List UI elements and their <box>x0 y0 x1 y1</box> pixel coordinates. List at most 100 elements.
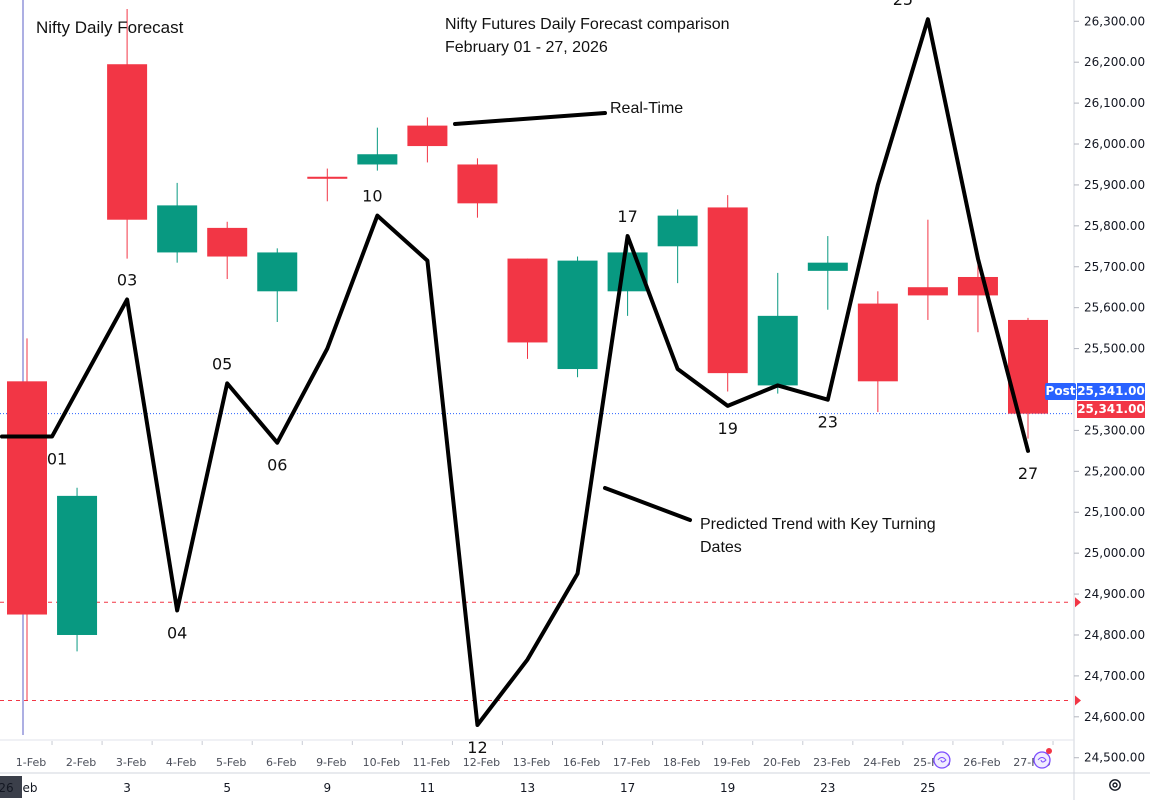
y-tick-label: 25,600.00 <box>1084 301 1145 315</box>
candle-body <box>907 287 948 296</box>
candle-body <box>757 315 798 386</box>
turning-point-labels: 01 03 04 05 06 10 12 17 19 23 25 27 <box>47 0 1038 757</box>
reference-lines <box>0 413 1081 706</box>
y-tick-label: 25,800.00 <box>1084 219 1145 233</box>
y-tick-label: 26,300.00 <box>1084 14 1145 28</box>
x-tick-label: 1-Feb <box>16 756 46 769</box>
turning-label-03: 03 <box>117 270 137 289</box>
turning-label-25: 25 <box>893 0 913 9</box>
y-tick-label: 25,000.00 <box>1084 546 1145 560</box>
bottom-axis-label: 26 <box>0 781 14 795</box>
turning-label-12: 12 <box>467 738 487 757</box>
bottom-axis-label: 3 <box>123 781 131 795</box>
x-tick-label: 19-Feb <box>713 756 750 769</box>
spiral-marker-icon <box>933 751 951 769</box>
candle-body <box>507 258 548 343</box>
candle-body <box>807 262 848 271</box>
bottom-axis-label: 11 <box>420 781 435 795</box>
alert-dot-icon <box>1046 748 1052 754</box>
bottom-axis-label: 19 <box>720 781 735 795</box>
turning-label-04: 04 <box>167 623 187 642</box>
x-tick-label: 6-Feb <box>266 756 296 769</box>
predicted-annotation-line2: Dates <box>700 539 742 556</box>
y-tick-label: 25,200.00 <box>1084 464 1145 478</box>
annotation-pointers <box>453 111 692 522</box>
comparison-title: Nifty Futures Daily Forecast comparison … <box>445 13 730 59</box>
settings-icon[interactable] <box>1108 778 1122 792</box>
candle-body <box>107 64 148 220</box>
x-tick-label: 16-Feb <box>563 756 600 769</box>
candle-body <box>357 154 398 165</box>
candle-body <box>657 215 698 247</box>
y-tick-label: 24,900.00 <box>1084 587 1145 601</box>
real-time-pointer <box>453 111 607 126</box>
candle-body <box>7 381 47 615</box>
real-time-annotation: Real-Time <box>610 100 684 117</box>
candle-body <box>57 495 98 635</box>
turning-label-05: 05 <box>212 354 232 373</box>
bottom-axis-label: 13 <box>520 781 535 795</box>
predicted-trend-series <box>0 17 1030 727</box>
x-tick-label: 4-Feb <box>166 756 196 769</box>
x-tick-label: 9-Feb <box>316 756 346 769</box>
post-label-tag[interactable]: Post <box>1045 383 1076 400</box>
last-price-tag: 25,341.00 <box>1077 401 1145 418</box>
bottom-axis-label: 9 <box>323 781 331 795</box>
turning-label-19: 19 <box>718 419 738 438</box>
candle-body <box>457 164 498 204</box>
spiral-marker-icon <box>1033 751 1051 769</box>
candle-body <box>957 276 998 296</box>
turning-label-27: 27 <box>1018 464 1038 483</box>
predicted-trend-line <box>0 17 1030 727</box>
x-tick-label: 23-Feb <box>813 756 850 769</box>
candle-body <box>557 260 598 370</box>
candle-body <box>407 125 448 147</box>
candlestick-series <box>7 9 1048 701</box>
x-tick-label: 26-Feb <box>963 756 1000 769</box>
x-tick-label: 24-Feb <box>863 756 900 769</box>
x-tick-label: 10-Feb <box>363 756 400 769</box>
turning-label-17: 17 <box>617 207 637 226</box>
y-tick-label: 24,700.00 <box>1084 669 1145 683</box>
candle-body <box>207 227 248 257</box>
x-axis: 1-Feb 2-Feb 3-Feb 4-Feb 5-Feb 6-Feb 9-Feb 10-Fe… <box>0 748 1052 798</box>
y-tick-label: 25,500.00 <box>1084 342 1145 356</box>
x-tick-label: 5-Feb <box>216 756 246 769</box>
candle-body <box>257 252 298 292</box>
x-tick-label: 18-Feb <box>663 756 700 769</box>
y-tick-label: 24,800.00 <box>1084 628 1145 642</box>
y-tick-label: 26,000.00 <box>1084 137 1145 151</box>
turning-label-06: 06 <box>267 456 287 475</box>
support-line-marker <box>1075 597 1081 608</box>
candle-body <box>857 303 898 382</box>
y-tick-label: 26,100.00 <box>1084 96 1145 110</box>
bottom-axis-label: 25 <box>920 781 935 795</box>
x-tick-label: 20-Feb <box>763 756 800 769</box>
y-tick-label: 24,600.00 <box>1084 710 1145 724</box>
x-tick-label: 3-Feb <box>116 756 146 769</box>
candle-body <box>307 176 348 179</box>
x-tick-label: 2-Feb <box>66 756 96 769</box>
candle-body <box>157 205 198 253</box>
chart-name: Nifty Daily Forecast <box>36 18 184 37</box>
bottom-axis-label: 17 <box>620 781 635 795</box>
y-tick-label: 26,200.00 <box>1084 55 1145 69</box>
bottom-axis-label: 23 <box>820 781 835 795</box>
y-tick-label: 24,500.00 <box>1084 751 1145 765</box>
turning-label-23: 23 <box>818 413 838 432</box>
x-tick-label: 13-Feb <box>513 756 550 769</box>
x-tick-label: 12-Feb <box>463 756 500 769</box>
bottom-axis-label: eb <box>23 781 38 795</box>
year-badge <box>0 776 22 798</box>
comparison-title-line1: Nifty Futures Daily Forecast comparison <box>445 16 730 33</box>
y-tick-label: 25,300.00 <box>1084 423 1145 437</box>
spiral-marker-glyph <box>1037 757 1047 763</box>
y-tick-label: 25,700.00 <box>1084 260 1145 274</box>
x-tick-label: 17-Feb <box>613 756 650 769</box>
comparison-title-line2: February 01 - 27, 2026 <box>445 39 608 56</box>
x-tick-label: 11-Feb <box>413 756 450 769</box>
support-line-marker <box>1075 695 1081 706</box>
turning-label-01: 01 <box>47 450 67 469</box>
